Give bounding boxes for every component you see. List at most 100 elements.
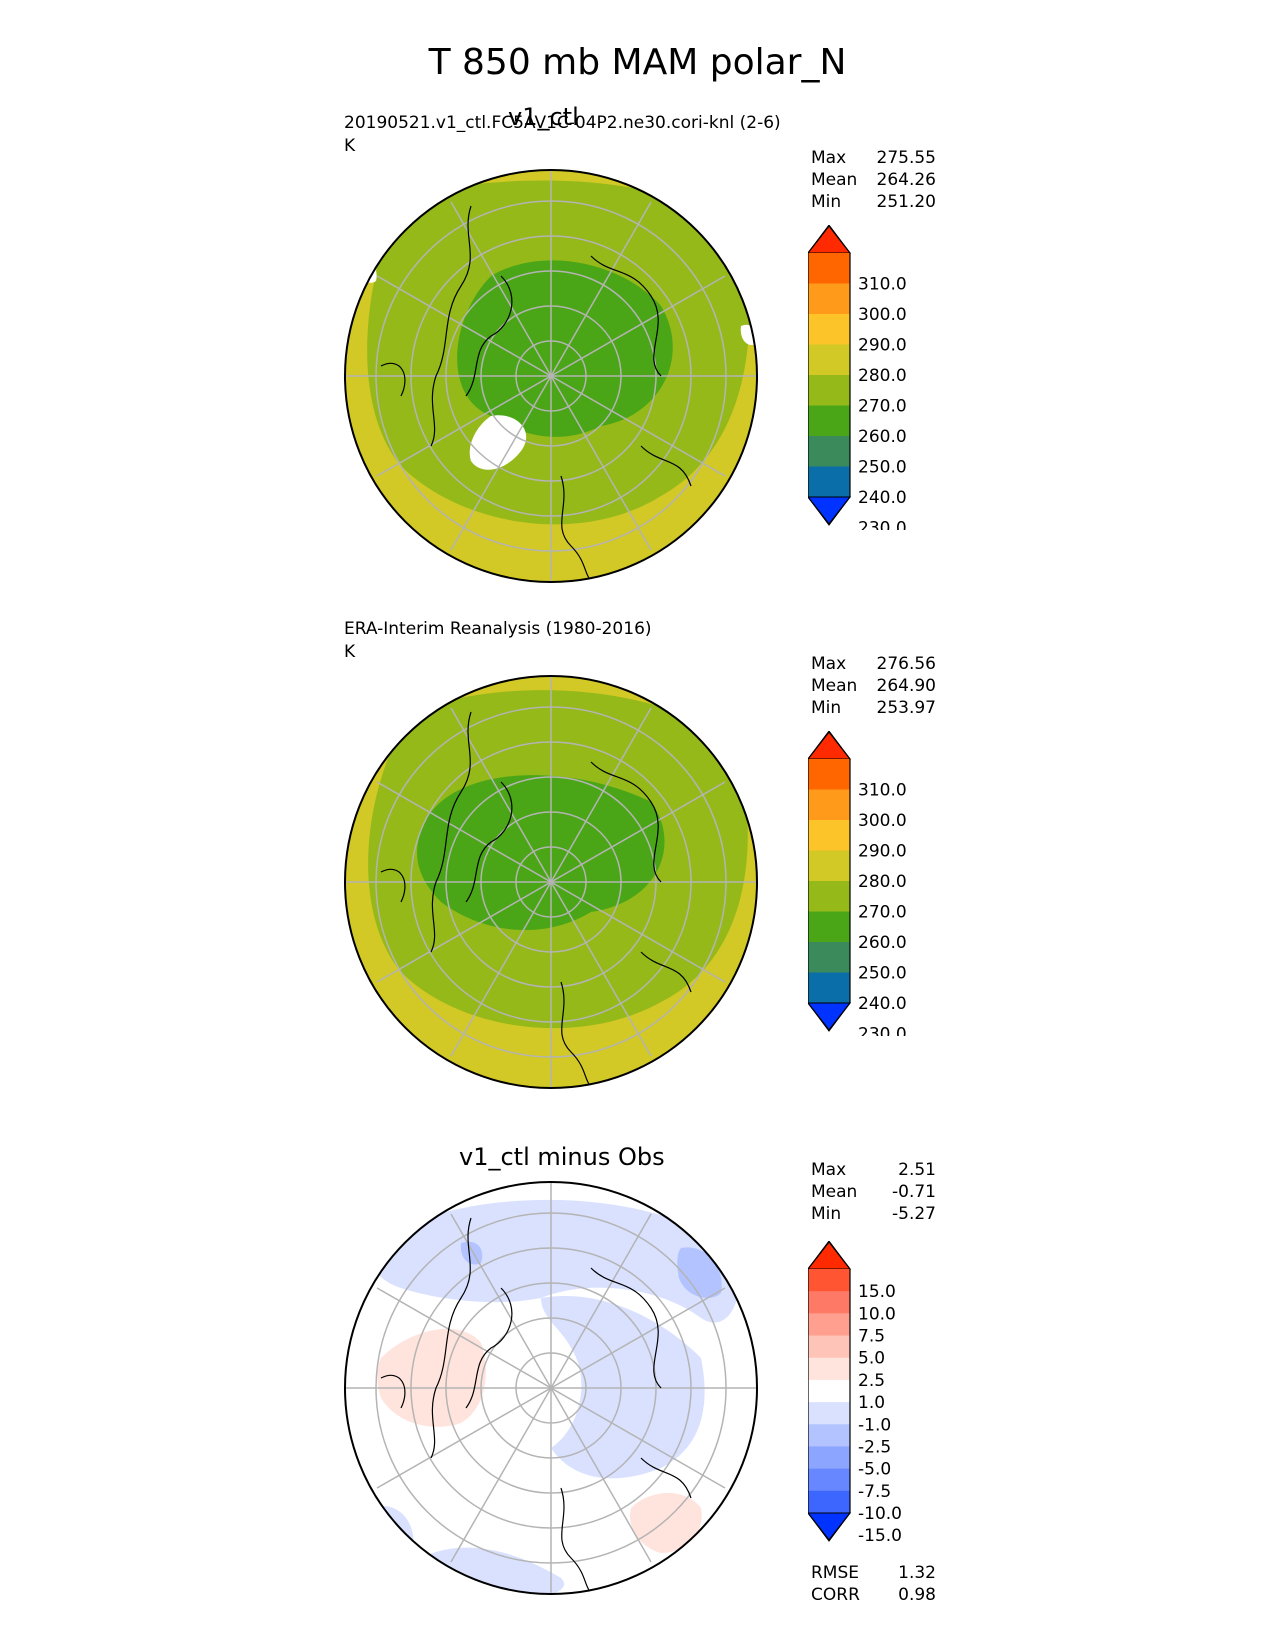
graticule (345, 676, 757, 1088)
colorbar-tick-label: 2.5 (858, 1371, 885, 1391)
stat-label: Max (811, 654, 847, 674)
panel-test-polar-map (344, 169, 758, 583)
stat-value: 2.51 (898, 1160, 936, 1180)
map-boundary (344, 169, 758, 583)
colorbar-tick-label: 290.0 (858, 336, 907, 356)
coastlines (380, 205, 692, 582)
colorbar-segment (808, 1291, 850, 1314)
colorbar-tick-label: 310.0 (858, 275, 907, 295)
colorbar-tick-label: 1.0 (858, 1393, 885, 1413)
colorbar-segment (808, 850, 850, 882)
colorbar-segment (808, 1402, 850, 1425)
panel-test-colorbar: 310.0 300.0 290.0 280.0 270.0 260.0 250.0 240.0… (808, 225, 907, 531)
colorbar-tick-label: -5.0 (858, 1460, 891, 1480)
colorbar-segment (808, 789, 850, 821)
coastlines (380, 711, 692, 1088)
colorbar-extend-max (808, 731, 851, 760)
colorbar-tick-label: -15.0 (858, 1526, 902, 1546)
band-cool-dark-ne (677, 1247, 722, 1298)
panel-test-stats: Max 275.55 Mean 264.26 Min 251.20 (811, 147, 936, 213)
colorbar-segment (808, 283, 850, 315)
colorbar-tick-label: 7.5 (858, 1327, 885, 1347)
colorbar-segment (808, 405, 850, 437)
colorbar-outline (808, 225, 851, 525)
colorbar-tick-label: 5.0 (858, 1349, 885, 1369)
stat-label: Mean (811, 1182, 858, 1202)
colorbar-segment (808, 1269, 850, 1292)
colorbar-segment (808, 1490, 850, 1514)
metric-label: CORR (811, 1585, 860, 1605)
colorbar-segment (808, 1468, 850, 1492)
colorbar-tick-label: 300.0 (858, 811, 907, 831)
colorbar-segment (808, 942, 850, 973)
colorbar-segment (808, 1424, 850, 1447)
colorbar-tick-label: -10.0 (858, 1504, 902, 1524)
colorbar-segment (808, 1357, 850, 1381)
stat-label: Min (811, 192, 842, 212)
panel-diff-colorbar: 15.010.0 7.55.02.51.0-1.0-2.5 -5.0-7.5-10.… (808, 1241, 902, 1546)
colorbar-segment (808, 1313, 850, 1337)
metric-value: 0.98 (898, 1585, 936, 1605)
colorbar-segment (808, 253, 850, 284)
colorbar-tick-label: 300.0 (858, 305, 907, 325)
panel-reference-units: K (344, 642, 356, 662)
colorbar-segment (808, 436, 850, 467)
stat-value: -5.27 (892, 1204, 936, 1224)
colorbar-outline (808, 731, 851, 1031)
colorbar-segment (808, 375, 850, 406)
colorbar-tick-label: 260.0 (858, 933, 907, 953)
colorbar-tick-label: 250.0 (858, 964, 907, 984)
colorbar-tick-label: 260.0 (858, 427, 907, 447)
stat-value: 251.20 (876, 192, 936, 212)
colorbar-tick-label: 280.0 (858, 872, 907, 892)
colorbar-tick-label: 230.0 (858, 519, 907, 531)
colorbar-segment (808, 881, 850, 912)
colorbar-extend-max (808, 1241, 851, 1270)
colorbar-extend-max (808, 225, 851, 254)
colorbar-tick-label: 280.0 (858, 366, 907, 386)
map-boundary (344, 675, 758, 1089)
band-250-260 (417, 775, 665, 931)
colorbar-tick-label: 15.0 (858, 1282, 896, 1302)
colorbar-tick-label: 290.0 (858, 842, 907, 862)
colorbar-segment (808, 344, 850, 376)
stat-label: Mean (811, 170, 858, 190)
panel-diff-metrics: RMSE 1.32 CORR 0.98 (811, 1562, 936, 1606)
colorbar-segment (808, 466, 850, 498)
colorbar-segment (808, 759, 850, 790)
colorbar-tick-label: 240.0 (858, 488, 907, 508)
panel-test-units: K (344, 136, 356, 156)
graticule (345, 170, 757, 582)
colorbar-segment (808, 972, 850, 1004)
stat-label: Max (811, 1160, 847, 1180)
colorbar-segment (808, 1446, 850, 1470)
metric-value: 1.32 (898, 1563, 936, 1583)
colorbar-tick-label: 310.0 (858, 781, 907, 801)
panel-reference-stats: Max 276.56 Mean 264.90 Min 253.97 (811, 653, 936, 719)
figure-title: T 850 mb MAM polar_N (428, 42, 847, 83)
colorbar-tick-label: 230.0 (858, 1025, 907, 1037)
colorbar-extend-min (808, 1512, 851, 1542)
stat-value: 264.26 (876, 170, 936, 190)
panel-reference-polar-map (344, 675, 758, 1089)
colorbar-tick-label: -1.0 (858, 1415, 891, 1435)
colorbar-tick-label: 250.0 (858, 458, 907, 478)
stat-label: Min (811, 1204, 842, 1224)
panel-test-subtitle: v1_ctl (508, 103, 579, 131)
colorbar-segment (808, 314, 850, 345)
colorbar-tick-label: 10.0 (858, 1304, 896, 1324)
stat-label: Mean (811, 676, 858, 696)
stat-value: 264.90 (876, 676, 936, 696)
colorbar-tick-label: 270.0 (858, 903, 907, 923)
panel-diff-polar-map (344, 1181, 758, 1595)
colorbar-segment (808, 911, 850, 943)
colorbar-tick-label: 270.0 (858, 397, 907, 417)
colorbar-tick-label: 240.0 (858, 994, 907, 1014)
graticule (345, 1182, 757, 1594)
band-warm-se (630, 1493, 702, 1553)
colorbar-segment (808, 820, 850, 851)
colorbar-extend-min (808, 1002, 851, 1032)
colorbar-segment (808, 1379, 850, 1403)
stat-label: Min (811, 698, 842, 718)
colorbar-outline (808, 1241, 851, 1541)
